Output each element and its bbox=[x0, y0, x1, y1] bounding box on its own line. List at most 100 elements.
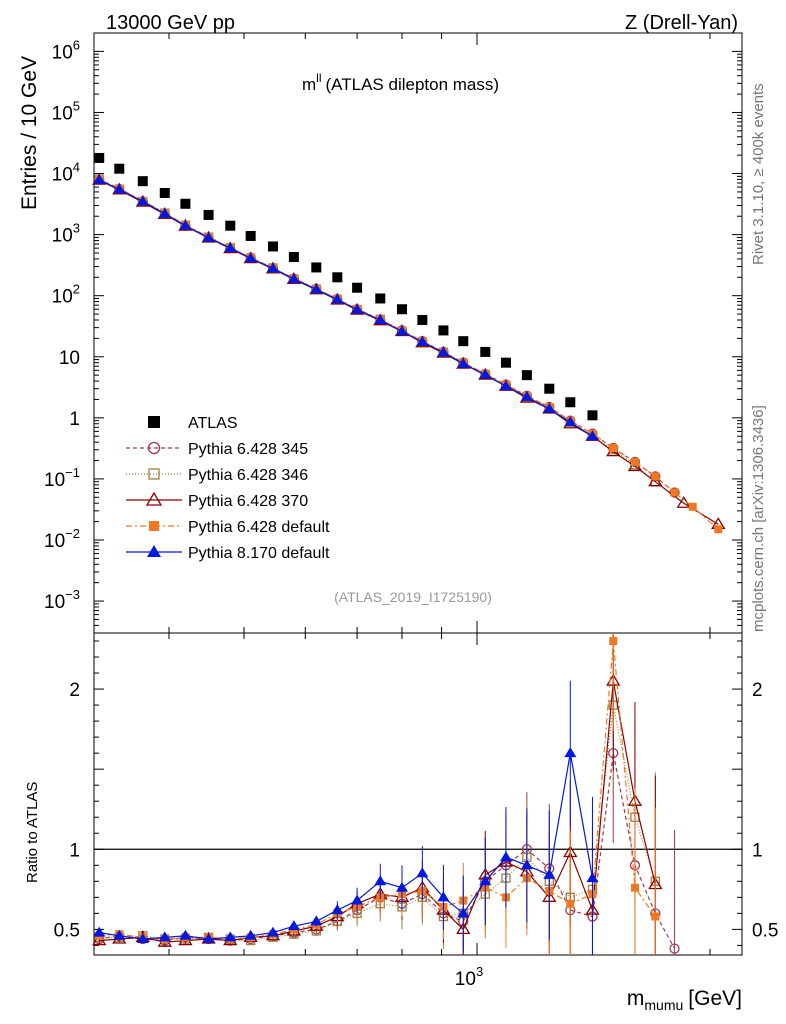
point-square bbox=[94, 152, 105, 163]
point-triangle-filled bbox=[457, 357, 470, 368]
point-triangle-filled bbox=[202, 231, 215, 242]
main-ytick-label: 103 bbox=[52, 221, 80, 247]
point-triangle-filled bbox=[416, 867, 429, 878]
point-square bbox=[480, 346, 491, 357]
ratio-series-pdefault8 bbox=[93, 680, 599, 955]
point-square-filled bbox=[149, 521, 159, 531]
point-triangle-filled bbox=[564, 416, 577, 427]
main-ytick-label: 10−3 bbox=[44, 587, 80, 613]
point-square bbox=[137, 176, 148, 187]
xlabel-subscript: mumu bbox=[644, 997, 683, 1013]
point-triangle-filled bbox=[479, 368, 492, 379]
point-square bbox=[417, 314, 428, 325]
legend-label: ATLAS bbox=[188, 415, 238, 432]
ratio-ytick-label-right: 2 bbox=[752, 680, 763, 701]
ratio-series-p346 bbox=[94, 633, 660, 955]
legend-label: Pythia 6.428 370 bbox=[188, 493, 308, 510]
point-triangle-filled bbox=[93, 173, 106, 184]
point-square bbox=[332, 272, 343, 283]
point-triangle-filled bbox=[244, 929, 257, 940]
point-triangle-filled bbox=[586, 430, 599, 441]
point-square bbox=[288, 251, 299, 262]
point-circle-open bbox=[147, 441, 161, 455]
point-triangle-filled bbox=[351, 303, 364, 314]
point-square bbox=[311, 262, 322, 273]
main-line-pdefault6 bbox=[98, 178, 719, 530]
main-ytick-label: 102 bbox=[52, 282, 80, 308]
ratio-line-p346 bbox=[99, 704, 656, 942]
ratio-series-p345 bbox=[94, 663, 680, 955]
point-triangle-filled bbox=[202, 932, 215, 943]
point-triangle-filled bbox=[136, 932, 149, 943]
point-triangle-filled bbox=[93, 926, 106, 937]
point-triangle-open bbox=[648, 474, 663, 487]
legend-label: Pythia 8.170 default bbox=[188, 545, 330, 562]
ratio-ytick-label: 0.5 bbox=[54, 920, 80, 941]
legend-label: Pythia 6.428 346 bbox=[188, 467, 308, 484]
point-triangle-filled bbox=[224, 242, 237, 253]
point-triangle-filled bbox=[136, 195, 149, 206]
point-triangle-filled bbox=[158, 207, 171, 218]
point-triangle-filled bbox=[179, 929, 192, 940]
point-triangle-filled bbox=[520, 859, 533, 870]
legend-item-pdefault8: Pythia 8.170 default bbox=[126, 545, 330, 562]
main-ytick-label: 10−2 bbox=[44, 526, 80, 552]
xlabel-symbol: m bbox=[627, 987, 645, 1010]
point-triangle-filled bbox=[331, 904, 344, 915]
main-ytick-label: 10 bbox=[59, 348, 80, 369]
main-ytick-label: 104 bbox=[52, 160, 80, 186]
legend-item-p346: Pythia 6.428 346 bbox=[126, 467, 308, 484]
point-square-filled bbox=[670, 488, 679, 497]
point-square bbox=[587, 410, 598, 421]
point-triangle-filled bbox=[564, 747, 577, 758]
point-square-filled bbox=[630, 457, 639, 466]
point-square bbox=[544, 383, 555, 394]
ratio-line-p345 bbox=[99, 752, 676, 949]
point-square-filled bbox=[630, 883, 639, 892]
point-triangle-filled bbox=[374, 875, 387, 886]
point-square bbox=[458, 336, 469, 347]
legend-item-p370: Pythia 6.428 370 bbox=[126, 491, 308, 510]
point-triangle-filled bbox=[395, 325, 408, 336]
point-triangle-filled bbox=[351, 894, 364, 905]
point-triangle-filled bbox=[457, 907, 470, 918]
point-circle-open bbox=[650, 471, 661, 482]
point-square bbox=[375, 293, 386, 304]
ratio-series-pdefault6 bbox=[95, 633, 660, 955]
main-series-p346 bbox=[94, 174, 660, 487]
point-square-filled bbox=[714, 525, 723, 534]
ratio-series-p370 bbox=[92, 633, 663, 955]
analysis-id: (ATLAS_2019_I1725190) bbox=[334, 589, 492, 605]
rivet-label: Rivet 3.1.10, ≥ 400k events bbox=[750, 83, 767, 265]
ratio-xtick-label: 103 bbox=[455, 964, 483, 990]
point-square-filled bbox=[651, 912, 660, 921]
point-square-filled bbox=[688, 502, 697, 511]
mcplots-label: mcplots.cern.ch [arXiv:1306.3436] bbox=[750, 405, 767, 632]
point-square bbox=[114, 163, 125, 174]
ratio-ylabel: Ratio to ATLAS bbox=[24, 782, 41, 883]
point-triangle-filled bbox=[520, 390, 533, 401]
header-left: 13000 GeV pp bbox=[106, 12, 235, 34]
point-triangle-filled bbox=[224, 931, 237, 942]
observable-title: mll (ATLAS dilepton mass) bbox=[302, 71, 499, 94]
point-triangle-filled bbox=[244, 252, 257, 263]
point-triangle-open bbox=[145, 491, 163, 506]
main-line-pdefault8 bbox=[98, 179, 593, 437]
ratio-ytick-label-right: 0.5 bbox=[752, 920, 778, 941]
point-square bbox=[352, 282, 363, 293]
main-ylabel: Entries / 10 GeV bbox=[18, 56, 41, 210]
ratio-ytick-label: 2 bbox=[69, 680, 80, 701]
point-triangle-filled bbox=[543, 868, 556, 879]
point-square bbox=[180, 198, 191, 209]
ratio-axes: 103 0.5 0.5 1 1 2 2 bbox=[54, 632, 778, 990]
main-ytick-label: 1 bbox=[69, 409, 80, 430]
xlabel-unit: [GeV] bbox=[688, 987, 742, 1010]
main-frame bbox=[93, 32, 743, 634]
point-triangle-filled bbox=[287, 272, 300, 283]
main-axes: 10−3 10−2 10−1 1 10 102 103 104 105 106 bbox=[44, 32, 743, 634]
point-triangle-filled bbox=[479, 875, 492, 886]
point-triangle-filled bbox=[287, 920, 300, 931]
point-square bbox=[225, 220, 236, 231]
point-square bbox=[267, 241, 278, 252]
legend: ATLAS Pythia 6.428 345 Pythia 6.428 346 Pyt… bbox=[126, 415, 330, 562]
